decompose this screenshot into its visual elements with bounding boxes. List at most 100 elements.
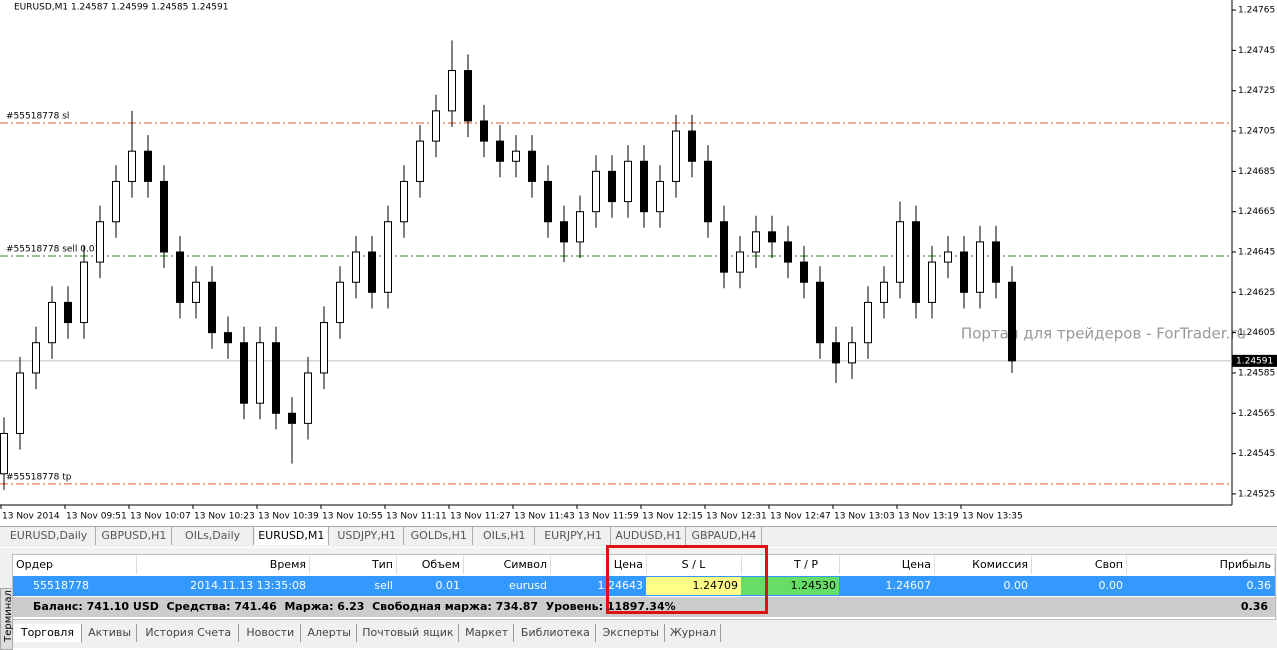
chart-tabs: EURUSD,Daily GBPUSD,H1 OILs,Daily EURUSD,M1…	[0, 526, 1277, 547]
terminal-tab[interactable]: Торговля	[14, 624, 82, 642]
column-header[interactable]: Ордер	[13, 556, 137, 574]
candle-body	[320, 322, 328, 374]
terminal-tab[interactable]: Алерты	[302, 624, 357, 642]
column-header[interactable]: Время	[136, 556, 310, 574]
x-tick-label: 13 Nov 13:19	[898, 512, 959, 522]
chart-tab[interactable]: USDJPY,H1	[330, 527, 405, 545]
chart-tab[interactable]: EURJPY,H1	[536, 527, 611, 545]
candle-body	[304, 372, 312, 424]
cell: 1.24709	[646, 577, 741, 595]
candle-body	[928, 261, 936, 303]
candle-body	[1008, 281, 1016, 362]
candle-body	[256, 342, 264, 404]
chart-tab[interactable]: EURUSD,M1	[254, 527, 329, 545]
candle-body	[912, 221, 920, 303]
selected-row[interactable]	[13, 576, 1275, 596]
terminal-tabs: Торговля Активы История Счета Новости Алерты…	[14, 624, 1274, 642]
candle-body	[768, 231, 776, 243]
terminal-tab[interactable]: Новости	[240, 624, 302, 642]
candle-body	[656, 180, 664, 213]
candle-body	[608, 170, 616, 203]
column-header[interactable]: Цена	[839, 556, 935, 574]
x-tick-label: 13 Nov 11:43	[514, 512, 575, 522]
candle-body	[128, 150, 136, 182]
candle-body	[352, 251, 360, 283]
cell: 1.24530	[773, 577, 839, 595]
column-header[interactable]: Своп	[1031, 556, 1127, 574]
candle-body	[176, 251, 184, 303]
candle-body	[672, 130, 680, 182]
candle-body	[848, 342, 856, 364]
candle-body	[816, 281, 824, 344]
candle-body	[864, 301, 872, 344]
x-tick-label: 13 Nov 12:47	[770, 512, 831, 522]
candle-body	[496, 140, 504, 162]
column-header[interactable]: Прибыль	[1126, 556, 1275, 574]
column-header[interactable]: S / L	[646, 556, 742, 574]
candle-body	[64, 301, 72, 324]
candle-body	[416, 140, 424, 182]
candle-body	[96, 221, 104, 263]
chart-tab[interactable]: GBPUSD,H1	[97, 527, 172, 545]
candle-body	[720, 221, 728, 273]
candle-body	[32, 342, 40, 374]
chart-tab[interactable]: EURUSD,Daily	[2, 527, 97, 545]
candle-body	[976, 241, 984, 293]
candle-body	[512, 150, 520, 162]
column-header[interactable]: Цена	[550, 556, 647, 574]
cell: 0.00	[1098, 579, 1124, 592]
column-header[interactable]: T / P	[773, 556, 840, 574]
candle-body	[288, 412, 296, 424]
terminal-tab[interactable]: Библиотека	[515, 624, 597, 642]
summary-row	[13, 597, 1275, 617]
y-tick-label: 1.24585	[1238, 368, 1275, 378]
terminal-tab[interactable]: Почтовый ящик	[358, 624, 459, 642]
chart-tab[interactable]: OILs,H1	[474, 527, 536, 545]
orders-table: Ордер 55518778 Время 2014.11.13 13:35:08 Тип…	[12, 554, 1276, 620]
candle-body	[896, 221, 904, 283]
candle-body	[640, 160, 648, 213]
candle-body	[368, 251, 376, 293]
x-tick-label: 13 Nov 12:31	[706, 512, 767, 522]
chart-tab[interactable]: GBPAUD,H4	[687, 527, 762, 545]
y-tick-label: 1.24565	[1238, 409, 1275, 419]
x-tick-label: 13 Nov 2014	[2, 512, 60, 522]
candle-body	[960, 251, 968, 293]
cell: 1.24607	[885, 579, 932, 592]
column-header[interactable]: Тип	[309, 556, 397, 574]
terminal-tab[interactable]: Активы	[83, 624, 138, 642]
candle-body	[448, 70, 456, 112]
y-tick-label: 1.24525	[1238, 489, 1275, 499]
candle-body	[48, 301, 56, 344]
x-tick-label: 13 Nov 10:55	[322, 512, 383, 522]
x-tick-label: 13 Nov 12:15	[642, 512, 703, 522]
terminal-tab[interactable]: Эксперты	[597, 624, 666, 642]
column-header[interactable]: Комиссия	[934, 556, 1032, 574]
candle-body	[736, 251, 744, 273]
column-header[interactable]: Объем	[396, 556, 464, 574]
candle-body	[560, 221, 568, 243]
terminal-tab[interactable]: История Счета	[138, 624, 240, 642]
candle-body	[688, 130, 696, 162]
candle-body	[992, 241, 1000, 283]
candle-body	[480, 120, 488, 142]
terminal-tab[interactable]: Маркет	[460, 624, 515, 642]
bid-label: 1.24591	[1236, 356, 1273, 366]
chart-tab[interactable]: GOLDs,H1	[405, 527, 474, 545]
column-header[interactable]: Символ	[463, 556, 551, 574]
candle-body	[704, 160, 712, 223]
cell: 0.36	[1246, 579, 1272, 592]
y-tick-label: 1.24705	[1238, 127, 1275, 137]
y-tick-label: 1.24745	[1238, 46, 1275, 56]
chart-tab[interactable]: AUDUSD,H1	[612, 527, 687, 545]
terminal-tab[interactable]: Журнал	[666, 624, 721, 642]
x-tick-label: 13 Nov 11:27	[450, 512, 511, 522]
chart-tab[interactable]: OILs,Daily	[173, 527, 254, 545]
cell: 0.01	[435, 579, 461, 592]
chart: EURUSD,M1 1.24587 1.24599 1.24585 1.2459…	[0, 0, 1277, 522]
cell: 0.00	[1003, 579, 1029, 592]
y-tick-label: 1.24605	[1238, 328, 1275, 338]
candle-body	[240, 342, 248, 404]
candle-body	[784, 241, 792, 263]
